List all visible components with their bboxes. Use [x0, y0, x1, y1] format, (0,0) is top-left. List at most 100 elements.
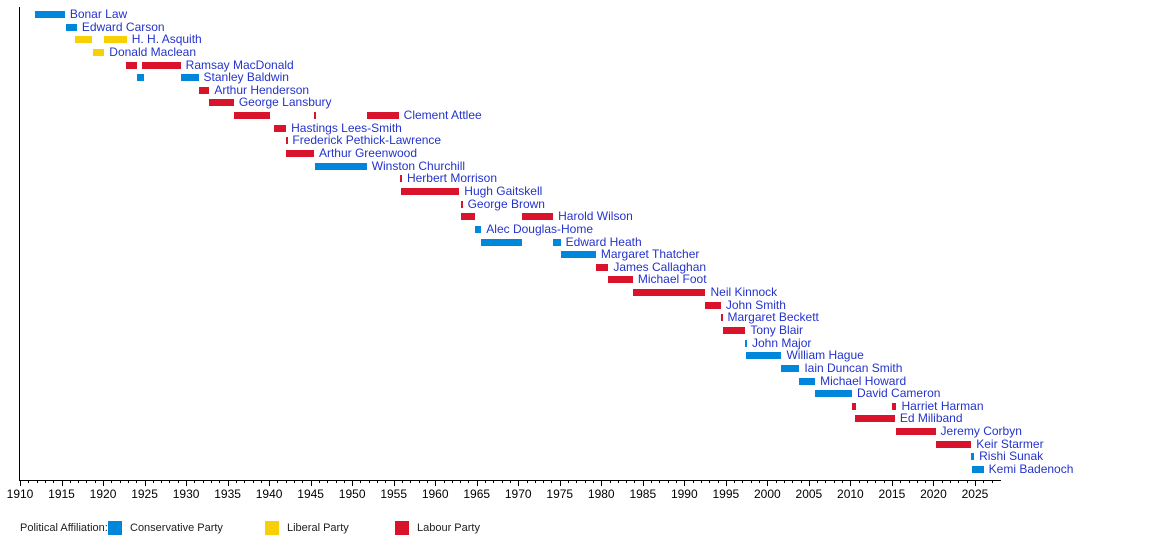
person-label[interactable]: Clement Attlee [403, 108, 482, 123]
person-label[interactable]: William Hague [786, 348, 864, 363]
minor-tick [692, 480, 694, 483]
term-bar [274, 124, 287, 132]
term-bar [209, 99, 234, 107]
person-label[interactable]: John Major [752, 335, 812, 350]
term-bar [608, 276, 633, 284]
person-label[interactable]: Stanley Baldwin [203, 70, 289, 85]
term-bar [722, 326, 746, 334]
term-bar [180, 74, 199, 82]
person-label[interactable]: George Lansbury [238, 95, 332, 110]
term-bar [366, 112, 399, 120]
person-label[interactable]: John Smith [725, 297, 786, 312]
minor-tick [667, 480, 669, 483]
person-label[interactable]: James Callaghan [613, 259, 707, 274]
minor-tick [177, 480, 179, 483]
minor-tick [468, 480, 470, 483]
minor-tick [908, 480, 910, 483]
person-label[interactable]: Michael Howard [820, 373, 907, 388]
minor-tick [78, 480, 80, 483]
major-tick [808, 480, 810, 486]
person-label[interactable]: Edward Carson [81, 19, 165, 34]
person-label[interactable]: Neil Kinnock [710, 285, 778, 300]
minor-tick [285, 480, 287, 483]
person-label[interactable]: Ramsay MacDonald [185, 57, 294, 72]
axis-tick-label: 2025 [961, 487, 989, 501]
minor-tick [368, 480, 370, 483]
minor-tick [210, 480, 212, 483]
minor-tick [410, 480, 412, 483]
term-bar [521, 213, 554, 221]
person-label[interactable]: Ed Miliband [899, 411, 963, 426]
person-label[interactable]: Jeremy Corbyn [940, 424, 1022, 439]
minor-tick [700, 480, 702, 483]
term-bar [460, 200, 463, 208]
axis-tick-label: 1910 [6, 487, 34, 501]
person-label[interactable]: Harriet Harman [901, 398, 984, 413]
minor-tick [551, 480, 553, 483]
term-bar [745, 339, 748, 347]
major-tick [684, 480, 686, 486]
person-label[interactable]: Margaret Beckett [727, 310, 819, 325]
person-label[interactable]: Edward Heath [565, 234, 642, 249]
axis-tick-label: 1995 [712, 487, 740, 501]
term-bar [399, 175, 402, 183]
axis-tick-label: 1940 [255, 487, 283, 501]
minor-tick [194, 480, 196, 483]
term-bar [892, 402, 897, 410]
minor-tick [36, 480, 38, 483]
person-label[interactable]: Rishi Sunak [979, 449, 1044, 464]
minor-tick [302, 480, 304, 483]
minor-tick [94, 480, 96, 483]
person-label[interactable]: Arthur Greenwood [318, 146, 418, 161]
person-label[interactable]: Frederick Pethick-Lawrence [292, 133, 442, 148]
major-tick [61, 480, 63, 486]
minor-tick [69, 480, 71, 483]
axis-tick-label: 2010 [837, 487, 864, 501]
minor-tick [742, 480, 744, 483]
person-label[interactable]: Winston Churchill [371, 158, 466, 173]
person-label[interactable]: Hastings Lees-Smith [291, 120, 402, 135]
person-label[interactable]: Tony Blair [750, 322, 804, 337]
minor-tick [592, 480, 594, 483]
person-label[interactable]: Herbert Morrison [406, 171, 497, 186]
minor-tick [360, 480, 362, 483]
person-label[interactable]: Keir Starmer [976, 436, 1044, 451]
minor-tick [44, 480, 46, 483]
axis-tick-label: 1925 [131, 487, 158, 501]
person-label[interactable]: Harold Wilson [558, 209, 633, 224]
legend-swatch-labour [395, 521, 409, 535]
major-tick [850, 480, 852, 486]
minor-tick [111, 480, 113, 483]
minor-tick [734, 480, 736, 483]
person-label[interactable]: George Brown [467, 196, 545, 211]
minor-tick [659, 480, 661, 483]
minor-tick [941, 480, 943, 483]
person-label[interactable]: Kemi Badenoch [988, 462, 1074, 476]
axis-tick-label: 1985 [629, 487, 657, 501]
person-label[interactable]: Michael Foot [637, 272, 707, 287]
term-bar [74, 36, 93, 44]
person-label[interactable]: Alec Douglas-Home [486, 221, 593, 236]
minor-tick [53, 480, 55, 483]
minor-tick [958, 480, 960, 483]
person-label[interactable]: H. H. Asquith [131, 32, 202, 47]
major-tick [767, 480, 769, 486]
minor-tick [626, 480, 628, 483]
axis-tick-label: 1955 [380, 487, 408, 501]
person-label[interactable]: Donald Maclean [109, 44, 196, 59]
term-bar [103, 36, 127, 44]
person-label[interactable]: Bonar Law [69, 7, 128, 21]
person-label[interactable]: Hugh Gaitskell [464, 183, 543, 198]
term-bar [481, 238, 522, 246]
person-label[interactable]: David Cameron [857, 386, 941, 401]
person-label[interactable]: Arthur Henderson [214, 82, 310, 97]
person-label[interactable]: Margaret Thatcher [600, 247, 700, 262]
minor-tick [493, 480, 495, 483]
person-label[interactable]: Iain Duncan Smith [804, 360, 903, 375]
term-bar [720, 314, 723, 322]
minor-tick [634, 480, 636, 483]
term-bar [460, 213, 476, 221]
minor-tick [842, 480, 844, 483]
major-tick [352, 480, 354, 486]
major-tick [310, 480, 312, 486]
